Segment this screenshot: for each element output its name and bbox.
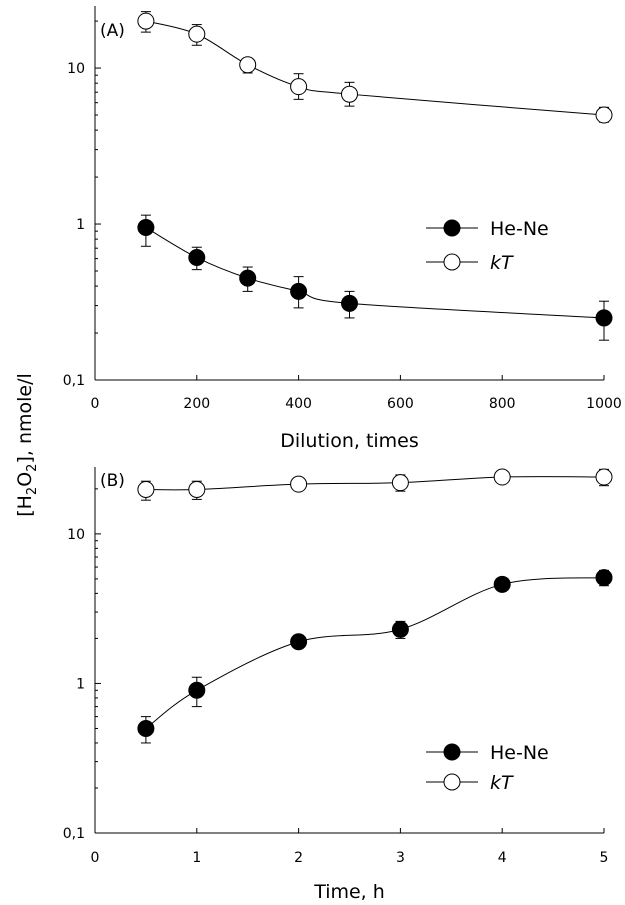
data-point-filled: [137, 219, 155, 237]
x-tick-label: 600: [387, 396, 414, 412]
panel-b: 0 1 2 3 4 5 0,1 1 10 Time, h (B) He-Ne kT: [63, 467, 613, 903]
legend-label: kT: [490, 252, 514, 274]
series-line: [145, 20, 605, 116]
y-axis-title-sub2: 2: [25, 464, 40, 472]
x-tick-label: 1000: [586, 396, 622, 412]
legend-label: kT: [490, 772, 514, 794]
x-tick-label: 2: [294, 850, 303, 866]
legend-marker: [443, 743, 461, 761]
x-axis-title: Dilution, times: [280, 430, 419, 452]
x-tick-label: 3: [396, 850, 405, 866]
data-point-filled: [188, 681, 206, 699]
series-line: [145, 476, 605, 491]
legend-label: He-Ne: [490, 742, 549, 764]
x-tick-label: 1: [192, 850, 201, 866]
x-tick-label: 0: [91, 396, 100, 412]
y-axis-title-mid: O: [14, 472, 36, 487]
y-axis-title-open: [H: [14, 495, 36, 517]
data-point-open: [137, 12, 155, 30]
x-tick-label: 5: [600, 850, 609, 866]
data-point-open: [391, 474, 409, 492]
data-point-open: [290, 78, 308, 96]
data-point-open: [595, 106, 613, 124]
data-point-filled: [188, 249, 206, 267]
legend-marker: [443, 253, 461, 271]
legend-label: He-Ne: [490, 218, 549, 240]
data-point-open: [341, 85, 358, 103]
y-tick-label: 1: [76, 217, 85, 233]
data-point-filled: [391, 620, 409, 638]
data-point-filled: [239, 269, 257, 287]
y-axis-title-sub1: 2: [25, 487, 40, 495]
data-point-open: [137, 481, 155, 499]
y-axis-title: [H2O2], nmole/l: [14, 373, 40, 517]
y-tick-label: 1: [76, 676, 85, 692]
y-axis-title-close: ], nmole/l: [14, 373, 36, 463]
data-point-open: [290, 475, 308, 493]
data-point-open: [493, 468, 511, 486]
data-point-open: [239, 56, 257, 74]
data-point-filled: [137, 719, 155, 737]
x-tick-label: 200: [183, 396, 210, 412]
x-tick-label: 800: [489, 396, 516, 412]
data-point-filled: [290, 282, 308, 300]
data-point-filled: [595, 569, 613, 587]
series-line: [145, 577, 605, 729]
x-tick-label: 4: [498, 850, 507, 866]
panel-label: (A): [100, 21, 125, 41]
x-tick-label: 0: [91, 850, 100, 866]
data-point-open: [188, 481, 206, 499]
y-tick-label: 0,1: [63, 373, 85, 389]
panel-a: 0 200 400 600 800 1000 0,1 1 10 Dilution, times (A…: [63, 6, 622, 452]
data-point-open: [188, 25, 206, 43]
data-point-filled: [595, 309, 613, 327]
legend-marker: [443, 219, 461, 237]
x-axis-title: Time, h: [313, 881, 385, 903]
y-tick-label: 10: [67, 61, 85, 77]
data-point-filled: [493, 575, 511, 593]
series-line: [145, 227, 605, 319]
data-point-filled: [290, 633, 308, 651]
x-tick-label: 400: [285, 396, 312, 412]
panel-label: (B): [100, 471, 125, 491]
data-point-filled: [341, 294, 358, 312]
data-point-open: [595, 468, 613, 486]
y-tick-label: 0,1: [63, 826, 85, 842]
legend-marker: [443, 773, 461, 791]
y-tick-label: 10: [67, 527, 85, 543]
